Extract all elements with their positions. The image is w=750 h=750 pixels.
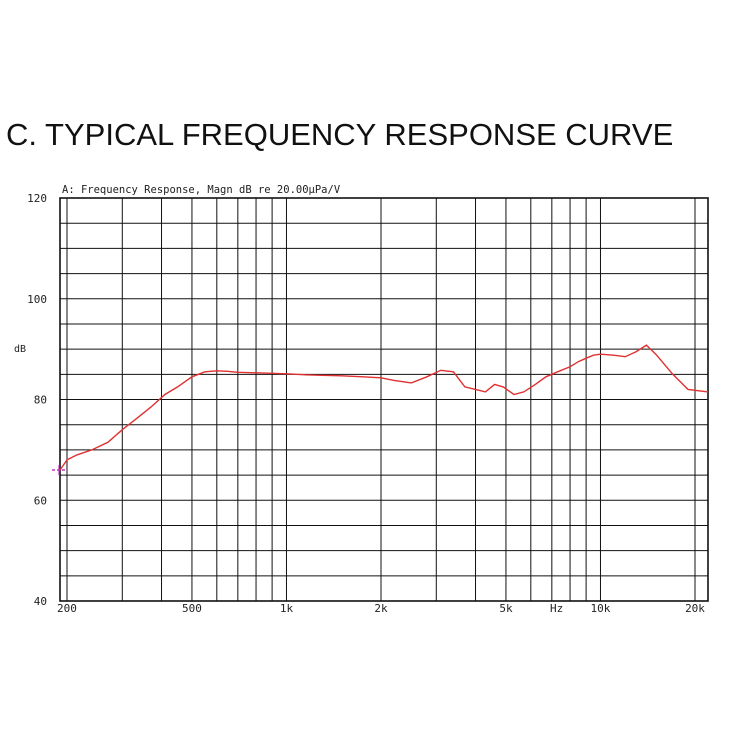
y-tick-label: 80 xyxy=(34,394,47,407)
page-title: C. TYPICAL FREQUENCY RESPONSE CURVE xyxy=(6,117,674,152)
x-tick-label: 500 xyxy=(182,602,202,615)
x-tick-label: 5k xyxy=(499,602,513,615)
grid-layer xyxy=(60,198,708,601)
y-tick-labels: 120 100 80 60 40 xyxy=(27,192,47,608)
start-marker xyxy=(52,465,66,476)
y-tick-label: 60 xyxy=(34,494,47,507)
y-tick-label: 120 xyxy=(27,192,47,205)
x-tick-labels: 200 500 1k 2k 5k 10k 20k xyxy=(57,602,705,615)
y-axis-label: dB xyxy=(14,344,26,355)
y-tick-label: 40 xyxy=(34,595,47,608)
x-tick-label: 10k xyxy=(591,602,611,615)
series-line xyxy=(59,344,709,471)
x-axis-label: Hz xyxy=(550,602,563,615)
x-tick-label: 20k xyxy=(685,602,705,615)
y-tick-label: 100 xyxy=(27,293,47,306)
x-tick-label: 1k xyxy=(280,602,294,615)
x-tick-label: 2k xyxy=(374,602,388,615)
chart-header: A: Frequency Response, Magn dB re 20.00µ… xyxy=(62,184,341,196)
plot-frame xyxy=(59,197,709,602)
x-tick-label: 200 xyxy=(57,602,77,615)
